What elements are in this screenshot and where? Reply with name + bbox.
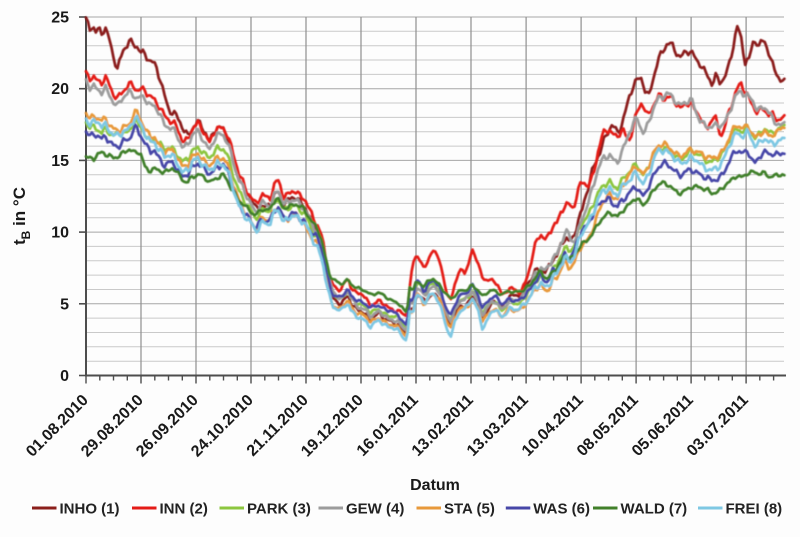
svg-text:STA (5): STA (5) (444, 500, 495, 517)
svg-text:10: 10 (51, 225, 69, 242)
svg-text:0: 0 (60, 368, 69, 385)
svg-text:INN (2): INN (2) (160, 500, 208, 517)
svg-text:GEW (4): GEW (4) (346, 500, 404, 517)
svg-text:tB in °C: tB in °C (10, 187, 33, 245)
svg-text:5: 5 (60, 296, 69, 313)
svg-text:WALD (7): WALD (7) (621, 500, 688, 517)
svg-text:Datum: Datum (410, 477, 460, 494)
svg-text:25: 25 (51, 10, 69, 27)
svg-text:INHO (1): INHO (1) (60, 500, 120, 517)
svg-text:FREI (8): FREI (8) (726, 500, 783, 517)
svg-text:15: 15 (51, 153, 69, 170)
svg-text:20: 20 (51, 81, 69, 98)
svg-text:PARK (3): PARK (3) (247, 500, 311, 517)
svg-text:WAS (6): WAS (6) (533, 500, 590, 517)
